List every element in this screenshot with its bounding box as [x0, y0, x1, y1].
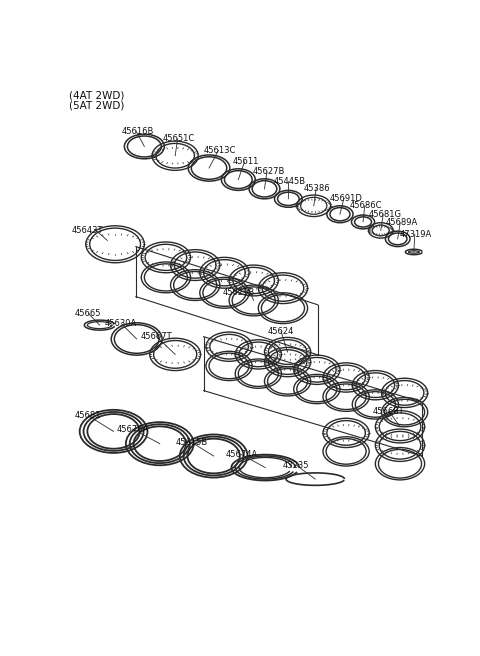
- Text: 45386: 45386: [304, 184, 330, 194]
- Text: 45616B: 45616B: [121, 127, 154, 136]
- Text: 45643T: 45643T: [71, 226, 103, 235]
- Text: 45691D: 45691D: [329, 194, 362, 203]
- Text: 45676A: 45676A: [117, 424, 149, 434]
- Text: 45667T: 45667T: [141, 332, 172, 341]
- Text: 45689A: 45689A: [385, 218, 418, 227]
- Text: 45630A: 45630A: [105, 319, 137, 328]
- Text: 45445B: 45445B: [274, 177, 306, 186]
- Text: 45627B: 45627B: [252, 167, 285, 176]
- Text: 45681G: 45681G: [369, 210, 401, 218]
- Text: 45651C: 45651C: [163, 134, 195, 143]
- Text: 45665: 45665: [75, 309, 102, 318]
- Text: 45624: 45624: [267, 327, 294, 336]
- Text: 45668T: 45668T: [373, 407, 405, 416]
- Text: (4AT 2WD): (4AT 2WD): [69, 91, 124, 100]
- Text: 45613C: 45613C: [204, 146, 236, 155]
- Text: 45629B: 45629B: [223, 287, 255, 297]
- Text: 45686C: 45686C: [350, 201, 383, 211]
- Text: (5AT 2WD): (5AT 2WD): [69, 100, 124, 110]
- Text: 45611: 45611: [232, 157, 259, 167]
- Text: 45674A: 45674A: [225, 450, 257, 459]
- Text: 47319A: 47319A: [400, 230, 432, 239]
- Text: 45681: 45681: [75, 411, 102, 420]
- Text: 43235: 43235: [283, 461, 310, 470]
- Text: 45615B: 45615B: [175, 438, 207, 447]
